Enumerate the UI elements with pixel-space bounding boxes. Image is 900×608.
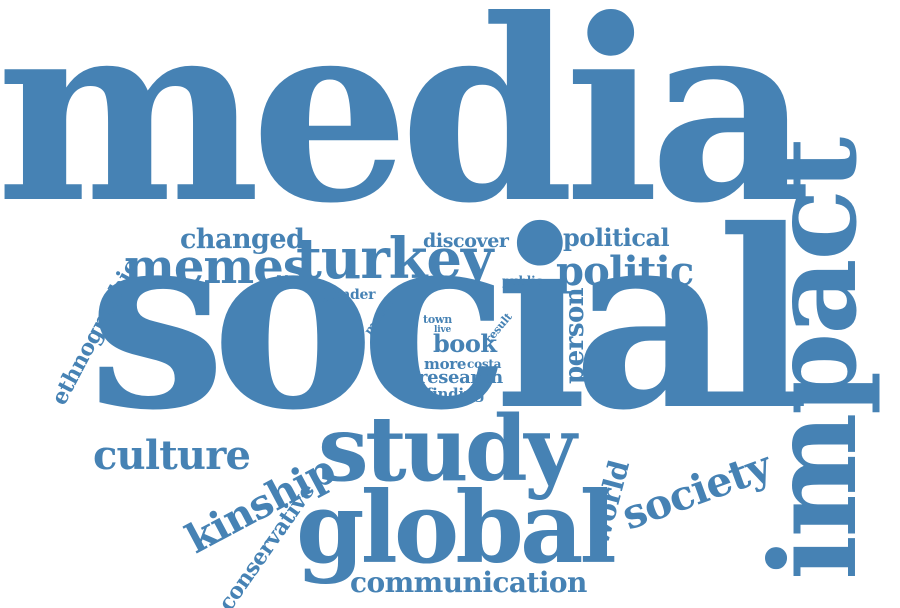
word-study: study xyxy=(318,396,577,502)
word-research: research xyxy=(418,367,503,388)
word-turkey: turkey xyxy=(296,226,493,292)
word-communication: communication xyxy=(350,566,587,599)
word-politic: politic xyxy=(556,248,694,295)
word-town: town xyxy=(423,313,453,326)
word-discover: discover xyxy=(423,230,509,252)
word-memes: memes xyxy=(124,239,310,295)
word-media: media xyxy=(0,0,811,258)
word-finding: finding xyxy=(426,385,485,403)
word-person: person xyxy=(560,287,590,384)
word-live: live xyxy=(434,325,452,335)
word-book: book xyxy=(433,329,497,358)
word-public: public xyxy=(502,274,543,288)
word-gender: gender xyxy=(322,287,376,303)
word-changed: changed xyxy=(180,224,305,255)
word-social: social xyxy=(88,176,810,464)
word-global: global xyxy=(296,471,617,586)
word-more: more xyxy=(424,355,467,373)
word-costa: costa xyxy=(467,357,502,371)
word-culture: culture xyxy=(93,432,251,479)
word-impact: impact xyxy=(744,139,883,580)
word-political: political xyxy=(563,223,670,252)
